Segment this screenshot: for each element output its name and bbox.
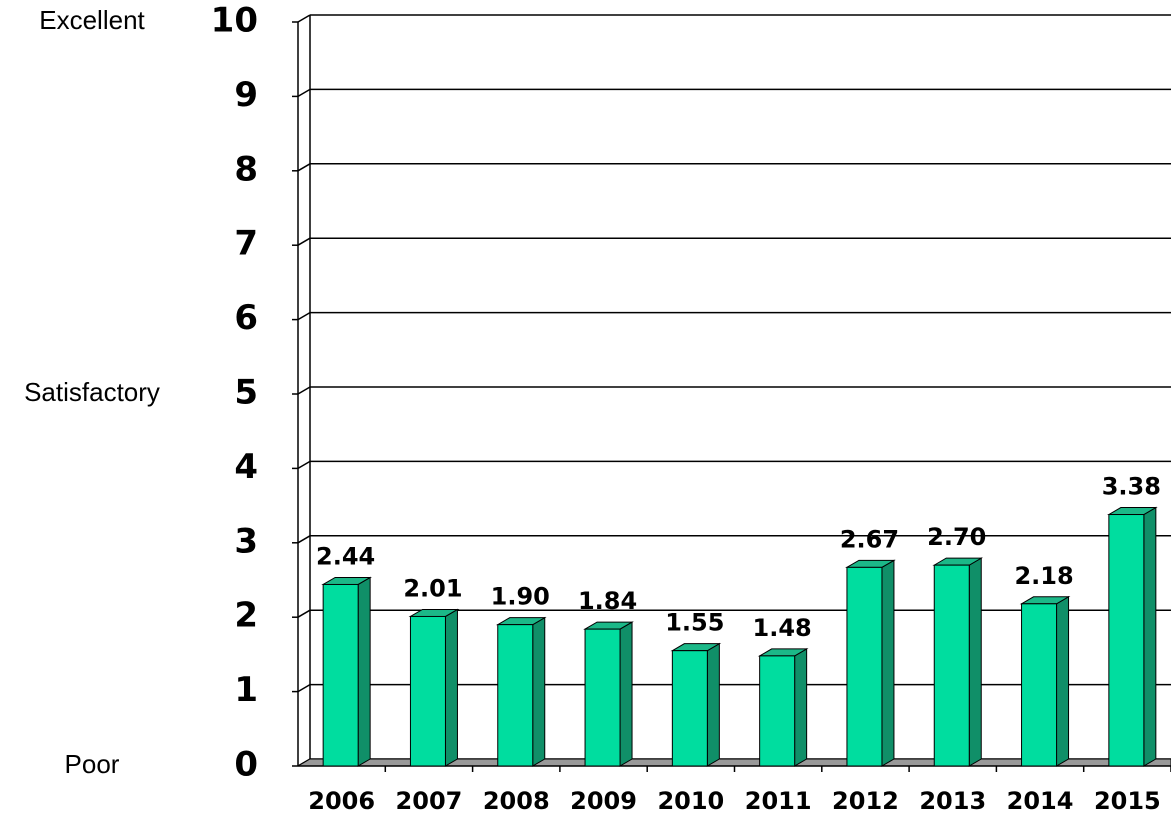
x-tick-label: 2008 [483,787,550,815]
grid-diagonal [297,535,311,544]
x-tick-label: 2010 [657,787,724,815]
bar-side [444,608,458,767]
data-label: 1.55 [665,609,724,637]
y-tick-label: 8 [234,149,258,189]
y-tick-label: 6 [234,298,258,338]
y-tick-label: 10 [211,1,258,41]
grid-diagonal [297,14,311,23]
grid-diagonal [297,460,311,470]
bar-front [1021,603,1058,767]
bar-side [968,557,982,767]
bar-front [409,615,446,767]
y-tick-label: 0 [234,745,258,785]
y-tick-label: 4 [234,447,258,487]
y-tick-label: 9 [234,75,258,115]
grid-diagonal [297,386,311,395]
bar-front [759,655,796,767]
bar-front [584,628,621,767]
bar-side [881,559,895,767]
bar [845,559,896,767]
bar-side [794,648,808,767]
data-label: 2.18 [1014,562,1073,590]
bar-side [357,576,371,767]
x-tick-label: 2007 [396,787,463,815]
bar-side [1143,506,1157,767]
y-tick-label: 2 [234,596,258,636]
bar [1107,506,1158,767]
grid-diagonal [297,237,311,246]
bar [757,648,809,767]
grid-diagonal [297,683,311,693]
bar-side [532,616,546,767]
bar [1019,595,1071,767]
bar [932,557,984,767]
bar-side [706,642,720,767]
bar-front [846,566,883,767]
x-tick-label: 2011 [745,787,812,815]
x-tick-label: 2015 [1094,787,1161,815]
bar-side [619,621,633,767]
x-tick-label: 2006 [308,787,375,815]
y-tick-label: 7 [234,224,258,264]
bar [495,616,547,767]
y-tick-label: 1 [234,670,258,710]
x-tick-label: 2012 [832,787,899,815]
bar [670,642,722,767]
bar-front [933,564,970,767]
grid-diagonal [297,88,311,98]
data-label: 2.01 [403,574,462,602]
grid-diagonal [297,163,311,172]
data-label: 1.84 [578,587,637,615]
bar [408,608,460,767]
x-tick-label: 2009 [570,787,637,815]
y-tick-label: 5 [234,373,258,413]
data-label: 1.48 [753,614,812,642]
x-tick-label: 2014 [1007,787,1074,815]
grid-diagonal [297,311,311,321]
bar-front [671,650,708,767]
data-label: 2.70 [927,523,986,551]
y-tick-label: 3 [234,521,258,561]
bar-side [1056,595,1070,767]
bar [321,576,372,767]
data-label: 3.38 [1102,473,1161,501]
grid-diagonal [297,609,311,618]
bar-front [1108,514,1145,767]
annotation: Excellent [39,5,145,35]
bar-front [497,624,534,767]
data-label: 2.67 [840,525,899,553]
data-label: 2.44 [316,542,375,570]
bar [583,621,634,767]
data-label: 1.90 [491,583,550,611]
bar-front [322,583,359,767]
x-tick-label: 2013 [919,787,986,815]
annotation: Satisfactory [24,377,160,407]
annotation: Poor [65,749,120,779]
